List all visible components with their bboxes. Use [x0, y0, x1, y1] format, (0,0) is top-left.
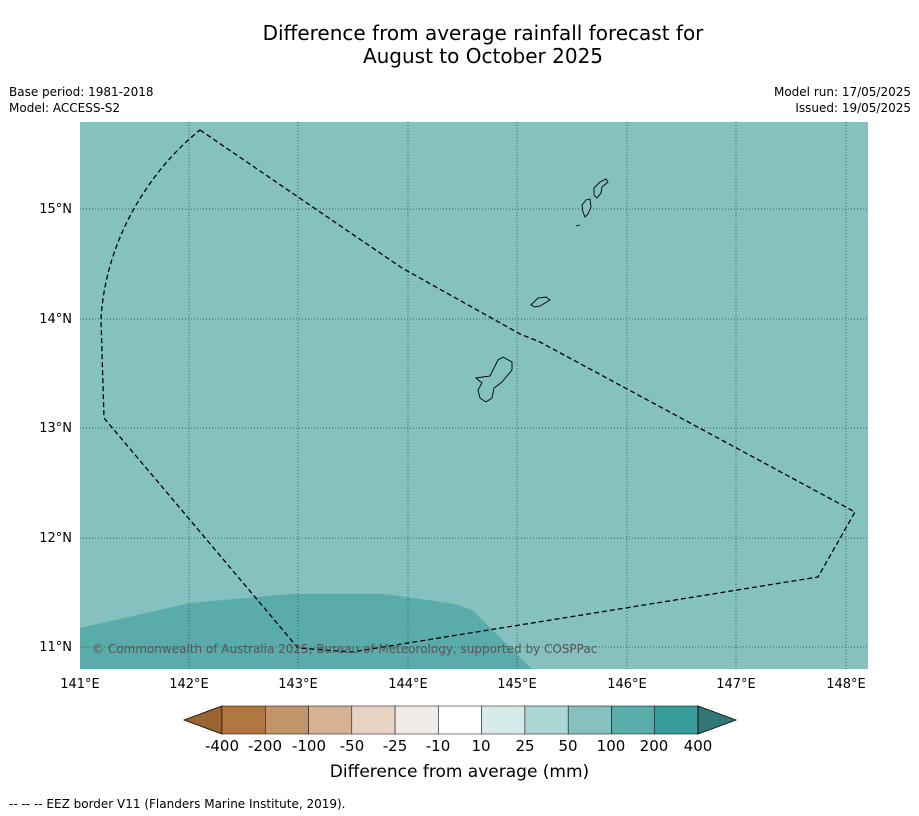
colorbar: [182, 705, 738, 735]
lon-tick-label: 142°E: [169, 677, 209, 692]
map-title: Difference from average rainfall forecas…: [0, 22, 919, 68]
island-rota: [530, 296, 551, 308]
colorbar-swatch: [221, 705, 266, 735]
colorbar-label: -25: [383, 737, 408, 755]
high-rainfall-region: [80, 594, 532, 669]
colorbar-swatch: [567, 705, 612, 735]
island-saipan: [593, 178, 609, 199]
colorbar-label: 50: [558, 737, 577, 755]
colorbar-title: Difference from average (mm): [329, 762, 590, 782]
colorbar-label: 25: [515, 737, 534, 755]
lon-tick-label: 143°E: [278, 677, 318, 692]
island-aguijan: [575, 224, 581, 227]
colorbar-swatch: [654, 705, 699, 735]
model-name: Model: ACCESS-S2: [9, 101, 121, 115]
colorbar-extend-low: [182, 705, 223, 735]
map-area: [80, 122, 868, 669]
title-line-1: Difference from average rainfall forecas…: [262, 21, 704, 45]
issued-date: Issued: 19/05/2025: [795, 101, 911, 115]
colorbar-swatch: [438, 705, 482, 735]
colorbar-label: 100: [597, 737, 626, 755]
colorbar-swatch: [481, 705, 526, 735]
eez-border: [100, 129, 856, 653]
colorbar-label: -50: [340, 737, 365, 755]
eez-legend-note: -- -- -- EEZ border V11 (Flanders Marine…: [9, 797, 346, 811]
lon-tick-label: 144°E: [388, 677, 428, 692]
base-period: Base period: 1981-2018: [9, 85, 154, 99]
lon-tick-label: 146°E: [607, 677, 647, 692]
longitude-ticks: 141°E 142°E 143°E 144°E 145°E 146°E 147°…: [60, 677, 866, 692]
island-tinian: [581, 198, 592, 218]
colorbar-swatch: [394, 705, 439, 735]
lat-tick-label: 15°N: [39, 202, 72, 217]
lon-tick-label: 141°E: [60, 677, 100, 692]
title-line-2: August to October 2025: [362, 44, 604, 68]
meta-right: Model run: 17/05/2025 Issued: 19/05/2025: [774, 84, 911, 116]
colorbar-label: -10: [426, 737, 451, 755]
gridlines: [80, 122, 868, 669]
colorbar-label: 10: [471, 737, 490, 755]
meta-left: Base period: 1981-2018 Model: ACCESS-S2: [9, 84, 154, 116]
colorbar-label: -400: [205, 737, 239, 755]
island-guam: [474, 356, 513, 403]
colorbar-label: 400: [684, 737, 713, 755]
colorbar-swatch: [611, 705, 655, 735]
latitude-ticks: 15°N 14°N 13°N 12°N 11°N: [39, 202, 72, 655]
lon-tick-label: 148°E: [826, 677, 866, 692]
colorbar-extend-high: [697, 705, 738, 735]
model-run: Model run: 17/05/2025: [773, 85, 911, 99]
copyright-text: © Commonwealth of Australia 2025, Bureau…: [92, 642, 597, 656]
lat-tick-label: 12°N: [39, 531, 72, 546]
lat-tick-label: 14°N: [39, 312, 72, 327]
lon-tick-label: 147°E: [716, 677, 756, 692]
islands: [474, 178, 609, 403]
colorbar-swatch: [524, 705, 569, 735]
colorbar-swatch: [351, 705, 396, 735]
colorbar-label: -200: [248, 737, 282, 755]
colorbar-swatch: [265, 705, 309, 735]
colorbar-swatch: [308, 705, 353, 735]
colorbar-labels: -400 -200 -100 -50 -25 -10 10 25 50 100 …: [205, 737, 712, 755]
colorbar-label: 200: [640, 737, 669, 755]
lon-tick-label: 145°E: [497, 677, 537, 692]
colorbar-label: -100: [292, 737, 326, 755]
lat-tick-label: 11°N: [39, 640, 72, 655]
lat-tick-label: 13°N: [39, 421, 72, 436]
